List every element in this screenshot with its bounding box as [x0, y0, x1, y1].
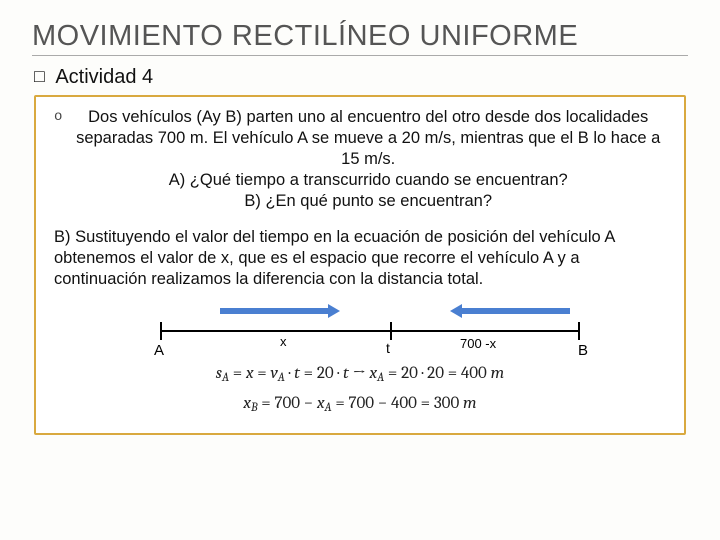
equation-2: xB = 700 − xA = 700 − 400 = 300 m — [54, 390, 666, 419]
bullet-icon: o — [54, 109, 62, 125]
subtitle-prefix: Actividad — [55, 66, 136, 88]
equation-1: sA = x = vA · t = 20 · t → xA = 20 · 20 … — [54, 360, 666, 389]
problem-statement: o Dos vehículos (Ay B) parten uno al enc… — [54, 107, 666, 213]
activity-heading: □ Actividad 4 — [34, 66, 688, 89]
diagram-label-x: x — [280, 334, 287, 349]
diagram-label-700: 700 -x — [460, 336, 496, 351]
arrow-right-icon — [220, 304, 340, 318]
motion-diagram: A x t 700 -x B — [130, 300, 590, 356]
tick-t — [390, 322, 392, 340]
diagram-baseline — [160, 330, 580, 332]
diagram-label-a: A — [154, 342, 164, 359]
equations-block: sA = x = vA · t = 20 · t → xA = 20 · 20 … — [54, 360, 666, 419]
checkbox-icon: □ — [34, 66, 45, 87]
tick-b — [578, 322, 580, 340]
problem-question-b: B) ¿En qué punto se encuentran? — [244, 192, 492, 210]
solution-text: B) Sustituyendo el valor del tiempo en l… — [54, 227, 666, 290]
problem-text: Dos vehículos (Ay B) parten uno al encue… — [70, 107, 666, 213]
tick-a — [160, 322, 162, 340]
problem-question-a: A) ¿Qué tiempo a transcurrido cuando se … — [169, 171, 568, 189]
diagram-label-b: B — [578, 342, 588, 359]
problem-body: Dos vehículos (Ay B) parten uno al encue… — [76, 108, 660, 168]
diagram-label-t: t — [386, 340, 390, 356]
arrow-left-icon — [450, 304, 570, 318]
content-box: o Dos vehículos (Ay B) parten uno al enc… — [34, 95, 686, 435]
page-title: MOVIMIENTO RECTILÍNEO UNIFORME — [32, 20, 688, 56]
subtitle-number: 4 — [142, 66, 153, 88]
